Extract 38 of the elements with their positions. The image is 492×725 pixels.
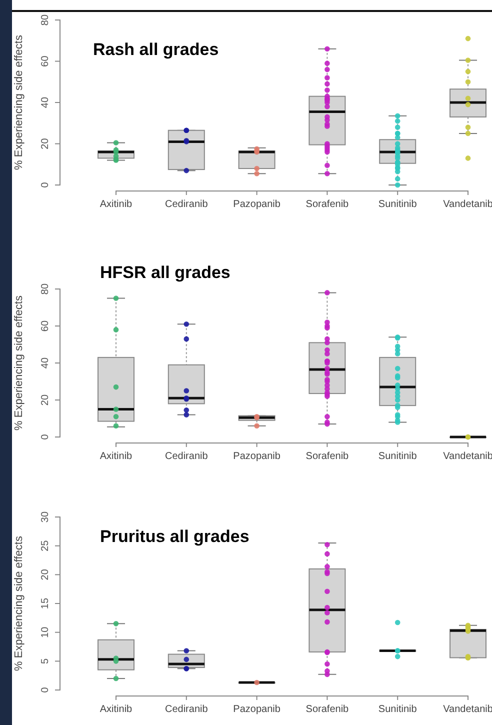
y-tick-label: 30	[40, 511, 51, 523]
x-tick-label: Cediranib	[164, 704, 208, 715]
x-tick-label: Axitinib	[100, 199, 133, 210]
y-tick-label: 60	[40, 55, 51, 67]
x-tick-label: Sunitinib	[378, 199, 418, 210]
x-tick-label: Sorafenib	[306, 451, 350, 462]
y-tick-label: 25	[40, 540, 51, 552]
x-tick-label: Axitinib	[100, 704, 133, 715]
y-tick-label: 60	[40, 320, 51, 332]
y-axis-title: % Experiencing side effects	[13, 295, 25, 430]
y-tick-label: 80	[40, 14, 51, 26]
x-tick-label: Cediranib	[164, 451, 208, 462]
text: Pruritus all grades	[100, 527, 250, 546]
x-tick-label: Pazopanib	[233, 451, 281, 462]
y-axis-title: % Experiencing side effects	[13, 34, 25, 170]
y-tick-label: 0	[40, 686, 51, 693]
x-tick-label: Sorafenib	[306, 704, 350, 715]
y-tick-label: 80	[40, 283, 51, 295]
x-tick-label: Pazopanib	[233, 199, 281, 210]
x-tick-label: Sunitinib	[378, 451, 418, 462]
y-tick-label: 0	[40, 434, 51, 440]
chart-title: HFSR all grades	[100, 263, 230, 282]
y-axis-title: % Experiencing side effects	[13, 536, 25, 671]
y-tick-label: 15	[40, 598, 51, 610]
x-tick-label: Pazopanib	[233, 704, 281, 715]
y-tick-label: 5	[40, 658, 51, 664]
y-tick-label: 20	[40, 138, 51, 150]
y-tick-label: 20	[40, 568, 51, 580]
y-tick-label: 0	[40, 182, 51, 188]
y-tick-label: 40	[40, 357, 51, 369]
y-tick-label: 40	[40, 96, 51, 108]
x-tick-label: Cediranib	[164, 199, 208, 210]
x-tick-label: Axitinib	[100, 451, 133, 462]
text: Rash all grades	[93, 40, 219, 59]
y-tick-label: 20	[40, 394, 51, 406]
y-tick-label: 10	[40, 626, 51, 638]
x-tick-label: Sorafenib	[306, 199, 350, 210]
x-tick-label: Sunitinib	[378, 704, 418, 715]
